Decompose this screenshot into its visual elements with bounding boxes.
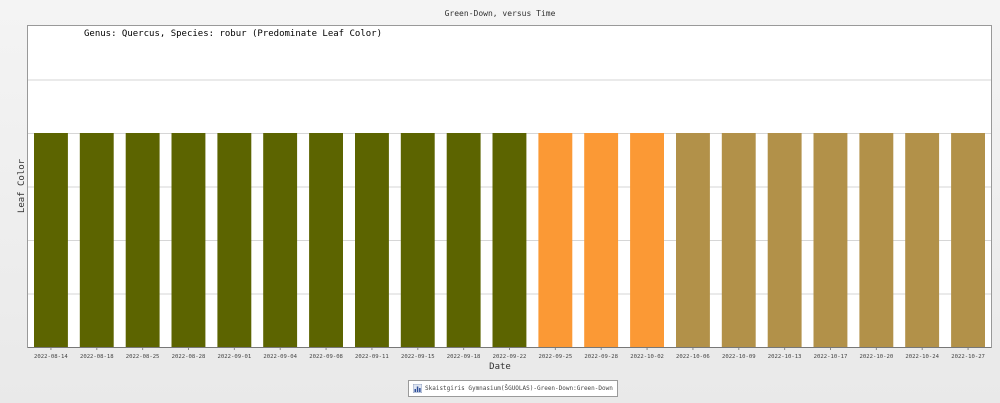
bar[interactable] xyxy=(446,133,481,347)
bar-chart-icon xyxy=(413,384,422,393)
x-tick-label: 2022-09-08 xyxy=(309,354,343,360)
bar[interactable] xyxy=(355,133,389,347)
bar[interactable] xyxy=(79,133,114,347)
x-tick-label: 2022-09-22 xyxy=(493,354,527,360)
x-tick-label: 2022-09-15 xyxy=(401,354,435,360)
legend-label: Skaistgiris Gymnasium(ŠGUOLAS)-Green-Dow… xyxy=(425,385,613,392)
x-tick-label: 2022-10-24 xyxy=(905,354,939,360)
bar[interactable] xyxy=(584,133,619,347)
x-tick-label: 2022-08-14 xyxy=(34,354,68,360)
bar[interactable] xyxy=(767,133,802,347)
bar[interactable] xyxy=(492,133,527,347)
bar[interactable] xyxy=(630,133,664,347)
bar[interactable] xyxy=(813,133,848,347)
bar[interactable] xyxy=(171,133,206,347)
x-tick-label: 2022-10-20 xyxy=(860,354,894,360)
x-tick-label: 2022-10-06 xyxy=(676,354,710,360)
x-tick-label: 2022-10-02 xyxy=(630,354,664,360)
x-tick-label: 2022-09-04 xyxy=(263,354,297,360)
x-tick-label: 2022-09-25 xyxy=(539,354,573,360)
x-tick-label: 2022-10-13 xyxy=(768,354,802,360)
x-tick-label: 2022-09-01 xyxy=(218,354,252,360)
x-tick-label: 2022-08-28 xyxy=(172,354,206,360)
bar[interactable] xyxy=(676,133,710,347)
bar[interactable] xyxy=(721,133,756,347)
bar[interactable] xyxy=(905,133,940,347)
bar[interactable] xyxy=(263,133,298,347)
x-tick-label: 2022-09-18 xyxy=(447,354,481,360)
x-tick-label: 2022-10-09 xyxy=(722,354,756,360)
x-tick-label: 2022-09-28 xyxy=(584,354,618,360)
y-axis-label: Leaf Color xyxy=(17,158,27,214)
x-tick-label: 2022-09-11 xyxy=(355,354,389,360)
chart-subtitle: Genus: Quercus, Species: robur (Predomin… xyxy=(84,29,383,39)
x-tick-label: 2022-10-27 xyxy=(951,354,985,360)
bar[interactable] xyxy=(400,133,435,347)
bar[interactable] xyxy=(217,133,252,347)
bar[interactable] xyxy=(951,133,985,347)
bar[interactable] xyxy=(125,133,160,347)
chart-title: Green-Down, versus Time xyxy=(444,9,556,18)
x-tick-label: 2022-10-17 xyxy=(814,354,848,360)
bar[interactable] xyxy=(859,133,894,347)
legend[interactable]: Skaistgiris Gymnasium(ŠGUOLAS)-Green-Dow… xyxy=(408,380,618,397)
bar[interactable] xyxy=(34,133,68,347)
x-axis-label: Date xyxy=(489,362,511,372)
bar[interactable] xyxy=(538,133,573,347)
bar[interactable] xyxy=(309,133,343,347)
x-tick-label: 2022-08-25 xyxy=(126,354,160,360)
x-tick-label: 2022-08-18 xyxy=(80,354,114,360)
